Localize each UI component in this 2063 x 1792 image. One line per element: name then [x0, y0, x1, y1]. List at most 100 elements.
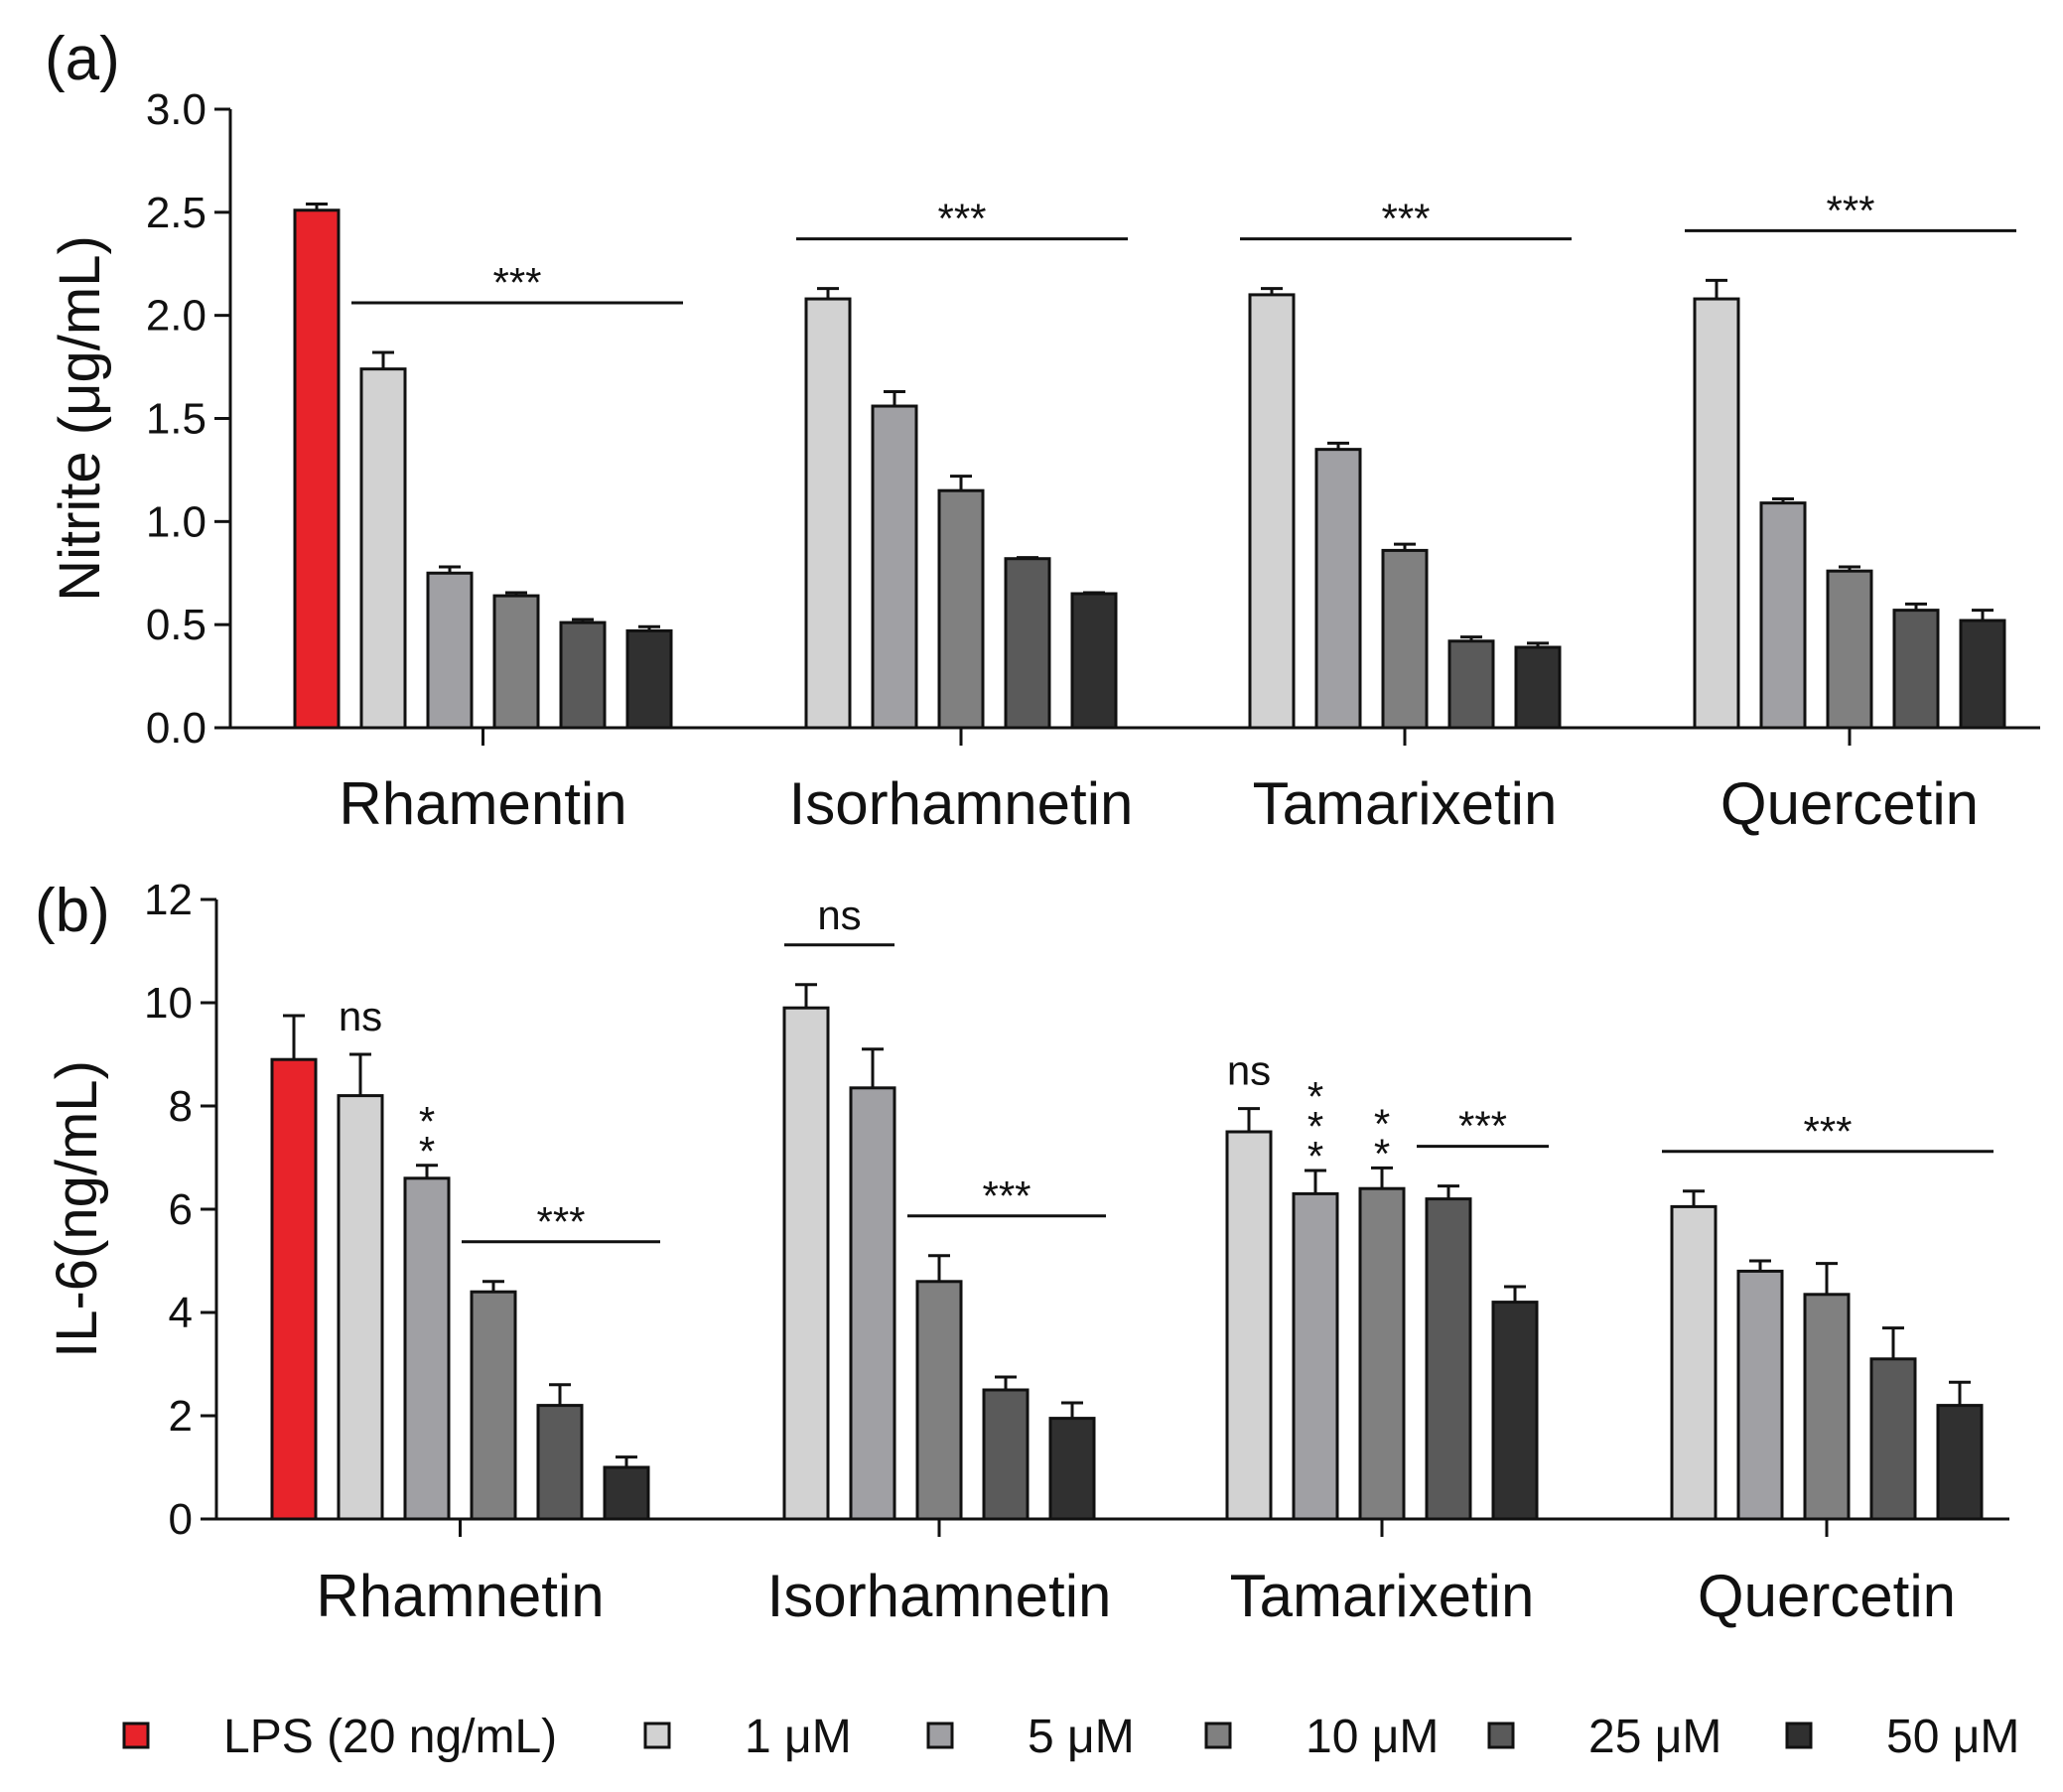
bar	[1693, 297, 1740, 730]
y-axis-title: IL-6(ng/mL)	[45, 1060, 109, 1358]
y-axis-title: Nitrite (μg/mL)	[48, 235, 112, 602]
legend-label: 5 μM	[1028, 1711, 1135, 1763]
category-label: Tamarixetin	[1253, 770, 1558, 837]
significance-label: *	[419, 1128, 435, 1174]
y-tick-label: 4	[169, 1289, 193, 1337]
y-tick-label: 0	[169, 1495, 193, 1544]
significance-label: ***	[982, 1172, 1031, 1219]
legend-swatch	[1204, 1722, 1232, 1749]
category-label: Tamarixetin	[1230, 1563, 1535, 1629]
y-tick-label: 0.5	[146, 601, 206, 649]
chart-panel-b: (b)IL-6(ng/mL)024681012Rhamnetinns*****I…	[35, 876, 2009, 1629]
legend-swatch	[926, 1722, 954, 1749]
bar	[915, 1280, 963, 1521]
bar	[1358, 1186, 1406, 1521]
bar	[782, 1006, 830, 1521]
bar	[1892, 609, 1940, 730]
bar	[1048, 1417, 1096, 1521]
bar	[492, 594, 540, 730]
y-tick-label: 1.0	[146, 497, 206, 546]
significance-label: ns	[817, 892, 861, 938]
legend-label: 50 μM	[1886, 1711, 2019, 1763]
significance-label: ***	[1803, 1108, 1852, 1155]
bar	[559, 620, 607, 730]
y-tick-label: 2.0	[146, 292, 206, 341]
bar	[1736, 1269, 1784, 1521]
bar	[293, 208, 341, 730]
bar	[1959, 619, 2006, 730]
significance-label: *	[1374, 1130, 1390, 1176]
bar	[359, 367, 407, 730]
bar	[1869, 1357, 1917, 1521]
bar	[804, 297, 852, 730]
bar	[1514, 645, 1562, 730]
bar	[1826, 569, 1873, 730]
category-label: Isorhamnetin	[789, 770, 1134, 837]
y-tick-label: 12	[144, 876, 193, 924]
bar	[1004, 557, 1051, 730]
y-tick-label: 6	[169, 1185, 193, 1234]
bar	[270, 1057, 318, 1521]
bar	[937, 488, 985, 730]
y-tick-label: 2	[169, 1392, 193, 1441]
legend-label: 1 μM	[745, 1711, 852, 1763]
bar	[1447, 639, 1495, 730]
chart-panel-a: (a) Nitrite (μg/mL) 0.0 0.5 1.0 1.5 2.0 2.5 3.0 R…	[45, 25, 2040, 837]
y-tick-label: 8	[169, 1082, 193, 1131]
bar	[470, 1290, 517, 1521]
bar	[403, 1176, 451, 1521]
legend-swatch	[643, 1722, 671, 1749]
significance-label: ***	[536, 1198, 585, 1245]
legend-swatch	[122, 1722, 150, 1749]
bar	[1936, 1404, 1984, 1521]
bar	[1491, 1301, 1539, 1521]
bar	[1225, 1130, 1273, 1521]
legend-label: LPS (20 ng/mL)	[223, 1711, 557, 1763]
significance-label: ***	[937, 196, 986, 242]
legend-swatch	[1487, 1722, 1515, 1749]
bar	[603, 1465, 650, 1521]
bar	[1803, 1293, 1851, 1521]
bar	[871, 404, 918, 730]
significance-label: *	[1307, 1103, 1323, 1150]
significance-label: *	[1374, 1100, 1390, 1147]
bar	[982, 1388, 1030, 1521]
y-tick-label: 1.5	[146, 395, 206, 444]
category-label: Quercetin	[1720, 770, 1979, 837]
bar	[1314, 448, 1362, 730]
legend-swatch	[1785, 1722, 1813, 1749]
panel-label: (a)	[45, 25, 120, 93]
legend-label: 25 μM	[1588, 1711, 1721, 1763]
bar	[1425, 1197, 1472, 1521]
bar	[1670, 1204, 1718, 1521]
y-tick-label: 0.0	[146, 704, 206, 753]
y-tick-label: 2.5	[146, 189, 206, 237]
significance-label: *	[1307, 1133, 1323, 1179]
y-tick-label: 3.0	[146, 85, 206, 134]
significance-label: ns	[1227, 1047, 1271, 1094]
bar	[1381, 548, 1429, 730]
category-label: Rhamnetin	[316, 1563, 604, 1629]
significance-label: ***	[1458, 1103, 1507, 1150]
bar	[1759, 501, 1807, 730]
bar	[1248, 293, 1296, 730]
significance-label: ***	[1826, 187, 1874, 233]
bar	[1292, 1191, 1339, 1521]
bar	[1070, 592, 1118, 730]
significance-label: ***	[1381, 196, 1430, 242]
bar	[536, 1404, 584, 1521]
bar	[849, 1086, 896, 1521]
significance-label: ns	[339, 993, 382, 1039]
bar	[337, 1094, 384, 1521]
legend: LPS (20 ng/mL) 1 μM 5 μM 10 μM 25 μM 50 μM	[122, 1711, 2019, 1763]
category-label: Isorhamnetin	[767, 1563, 1112, 1629]
bar	[625, 628, 673, 730]
category-label: Rhamentin	[339, 770, 626, 837]
bar	[426, 571, 474, 730]
significance-label: ***	[492, 259, 541, 306]
category-label: Quercetin	[1698, 1563, 1956, 1629]
y-tick-label: 10	[144, 979, 193, 1028]
legend-label: 10 μM	[1306, 1711, 1439, 1763]
significance-label: *	[419, 1098, 435, 1145]
